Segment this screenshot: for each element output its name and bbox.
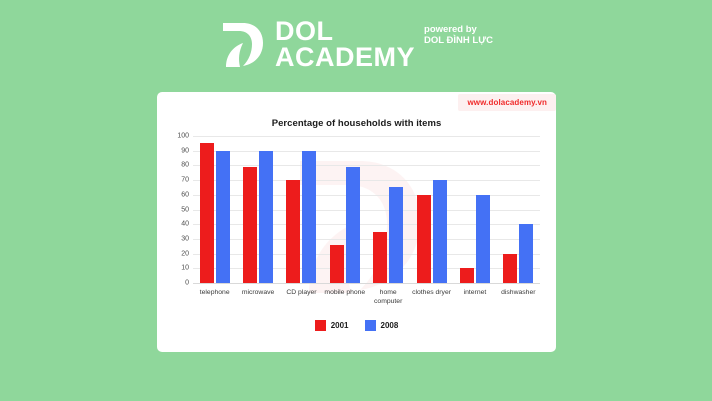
bar-2008 bbox=[259, 150, 274, 283]
bar-group bbox=[323, 136, 366, 283]
x-axis-tick-label: mobile phone bbox=[324, 289, 366, 296]
powered-by-label: powered by bbox=[424, 24, 477, 36]
x-axis-tick-label: clothes dryer bbox=[412, 289, 452, 296]
legend-label-2008: 2008 bbox=[380, 321, 399, 330]
y-axis-tick-label: 40 bbox=[181, 220, 189, 228]
legend-item-2001: 2001 bbox=[314, 320, 349, 331]
bar-2001 bbox=[286, 180, 301, 283]
bar-group bbox=[410, 136, 453, 283]
y-axis-tick-label: 50 bbox=[181, 206, 189, 213]
bar-2001 bbox=[416, 194, 431, 283]
chart-title: Percentage of households with items bbox=[271, 118, 442, 129]
x-axis-tick-label: home computer bbox=[374, 289, 403, 306]
y-axis-tick-label: 60 bbox=[181, 191, 189, 199]
plot-area: 100 90 80 70 60 50 40 30 20 10 0 bbox=[177, 133, 540, 287]
bar-group bbox=[497, 136, 540, 283]
y-axis-tick-label: 70 bbox=[181, 176, 189, 184]
y-axis: 100 90 80 70 60 50 40 30 20 10 0 bbox=[163, 132, 189, 287]
gridline bbox=[193, 224, 540, 226]
bar-group bbox=[280, 136, 323, 283]
brand-name-line1: DOL bbox=[275, 16, 334, 47]
x-axis-tick-label: CD player bbox=[286, 289, 317, 296]
y-axis-tick-label: 80 bbox=[181, 161, 189, 169]
bar-2008 bbox=[389, 187, 404, 283]
x-axis-tick-label: dishwasher bbox=[501, 289, 536, 296]
y-axis-tick-label: 0 bbox=[185, 279, 189, 287]
gridline bbox=[193, 150, 540, 152]
x-axis-tick-label: microwave bbox=[241, 289, 275, 296]
brand-text-block: DOL ACADEMY powered by DOL ĐÌNH LỰC bbox=[275, 16, 493, 72]
bar-2001 bbox=[243, 166, 258, 283]
legend-label-2001: 2001 bbox=[330, 321, 349, 330]
x-axis-tick-label: internet bbox=[463, 289, 487, 296]
bars-layer bbox=[193, 136, 540, 283]
y-axis-tick-label: 90 bbox=[181, 147, 189, 155]
legend-swatch-2001 bbox=[314, 320, 326, 331]
bar-2008 bbox=[475, 194, 490, 283]
bar-group bbox=[367, 136, 410, 283]
bar-2008 bbox=[345, 166, 360, 283]
gridline bbox=[193, 180, 540, 182]
x-axis-tick-label: telephone bbox=[199, 289, 230, 296]
bar-2008 bbox=[519, 224, 534, 283]
y-axis-tick-label: 10 bbox=[181, 264, 189, 272]
x-axis: telephone microwave CD player mobile phone h… bbox=[193, 288, 540, 306]
gridline bbox=[193, 238, 540, 240]
y-axis-tick-label: 20 bbox=[181, 250, 189, 258]
brand-powered-by: powered by DOL ĐÌNH LỰC bbox=[424, 19, 493, 46]
gridline bbox=[193, 136, 540, 137]
gridline bbox=[193, 194, 540, 196]
bar-group bbox=[236, 136, 279, 283]
chart-card: www.dolacademy.vn Percentage of househol… bbox=[157, 92, 556, 352]
bar-2001 bbox=[459, 268, 474, 283]
legend-item-2008: 2008 bbox=[364, 320, 399, 331]
bar-group bbox=[453, 136, 496, 283]
bar-group bbox=[193, 136, 236, 283]
bar-2001 bbox=[373, 231, 388, 283]
gridline bbox=[193, 253, 540, 255]
legend-swatch-2008 bbox=[364, 320, 376, 331]
y-axis-tick-label: 100 bbox=[177, 132, 189, 140]
powered-by-company: DOL ĐÌNH LỰC bbox=[424, 35, 493, 47]
bar-2008 bbox=[215, 150, 230, 283]
bar-2001 bbox=[329, 244, 344, 283]
website-url-badge: www.dolacademy.vn bbox=[458, 94, 556, 111]
y-axis-tick-label: 30 bbox=[181, 235, 189, 243]
bar-2001 bbox=[199, 143, 214, 283]
brand-name-line2: ACADEMY bbox=[275, 42, 416, 72]
gridline bbox=[193, 268, 540, 270]
brand-header: DOL ACADEMY powered by DOL ĐÌNH LỰC bbox=[0, 14, 712, 76]
dol-leaf-logo-icon bbox=[219, 20, 265, 70]
brand-wordmark: DOL ACADEMY bbox=[275, 16, 416, 72]
chart-legend: 2001 2008 bbox=[157, 320, 556, 331]
bar-2008 bbox=[432, 180, 447, 283]
gridline bbox=[193, 165, 540, 167]
gridline bbox=[193, 283, 540, 284]
bar-2001 bbox=[503, 253, 518, 283]
bar-2008 bbox=[302, 150, 317, 283]
gridline bbox=[193, 209, 540, 211]
